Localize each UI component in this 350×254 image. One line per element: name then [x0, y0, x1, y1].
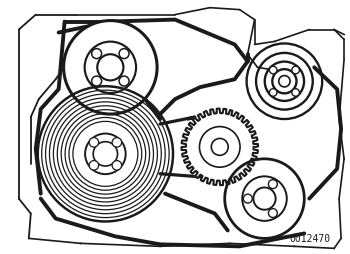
Polygon shape	[181, 109, 258, 185]
Circle shape	[211, 139, 228, 156]
Circle shape	[253, 188, 276, 210]
Circle shape	[119, 77, 129, 87]
Circle shape	[270, 89, 277, 97]
Circle shape	[225, 159, 304, 239]
Circle shape	[85, 134, 126, 174]
Text: 0012470: 0012470	[289, 233, 330, 243]
Circle shape	[64, 22, 157, 115]
Circle shape	[89, 161, 99, 170]
Circle shape	[268, 180, 277, 189]
Circle shape	[292, 89, 299, 97]
Circle shape	[89, 138, 99, 148]
Circle shape	[119, 50, 129, 59]
Circle shape	[268, 209, 277, 218]
Circle shape	[243, 194, 252, 203]
Circle shape	[279, 76, 290, 88]
Circle shape	[112, 161, 121, 170]
Circle shape	[92, 50, 102, 59]
Circle shape	[112, 138, 121, 148]
Circle shape	[97, 55, 124, 81]
Circle shape	[92, 77, 102, 87]
Circle shape	[292, 67, 299, 74]
Circle shape	[270, 67, 277, 74]
Circle shape	[93, 142, 118, 166]
